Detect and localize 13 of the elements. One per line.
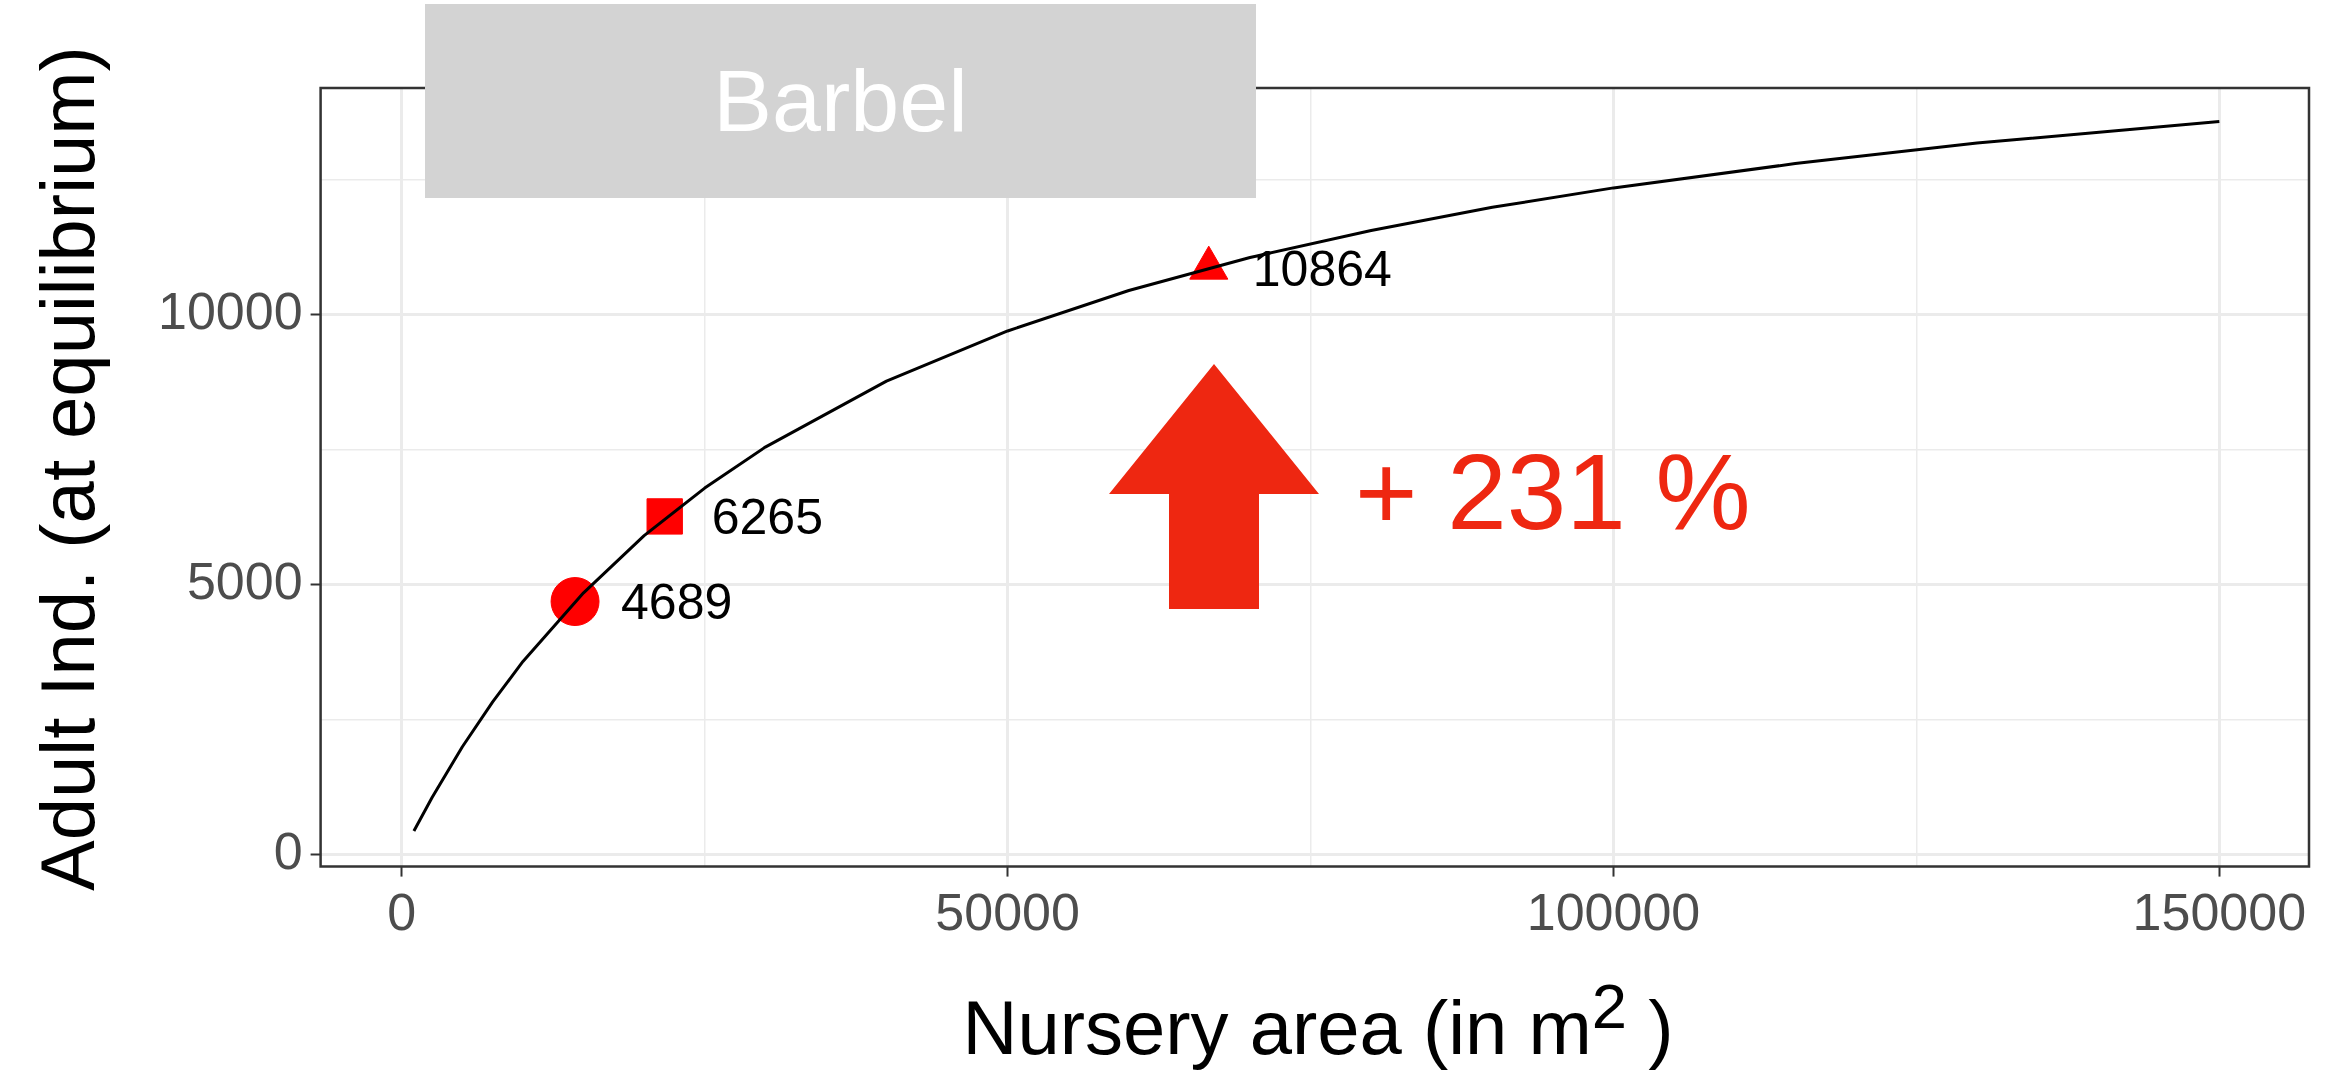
x-tick-label: 150000	[2132, 883, 2307, 942]
x-tick-label: 100000	[1526, 883, 1701, 942]
data-label: 6265	[711, 489, 823, 546]
x-axis-title: Nursery area (in m$^{2}$ )	[961, 970, 1675, 1072]
data-label: 4689	[621, 574, 733, 631]
x-tick-label: 0	[387, 883, 417, 942]
annotation: + 231 %	[1355, 431, 1751, 554]
x-tick-label: 50000	[935, 883, 1080, 942]
y-axis-title: Adult Ind. (at equilibrium)	[23, 45, 111, 893]
y-tick-label: 10000	[157, 282, 303, 341]
data-label: 10864	[1252, 240, 1392, 297]
y-tick-label: 0	[273, 822, 303, 881]
y-tick-label: 5000	[186, 552, 303, 611]
